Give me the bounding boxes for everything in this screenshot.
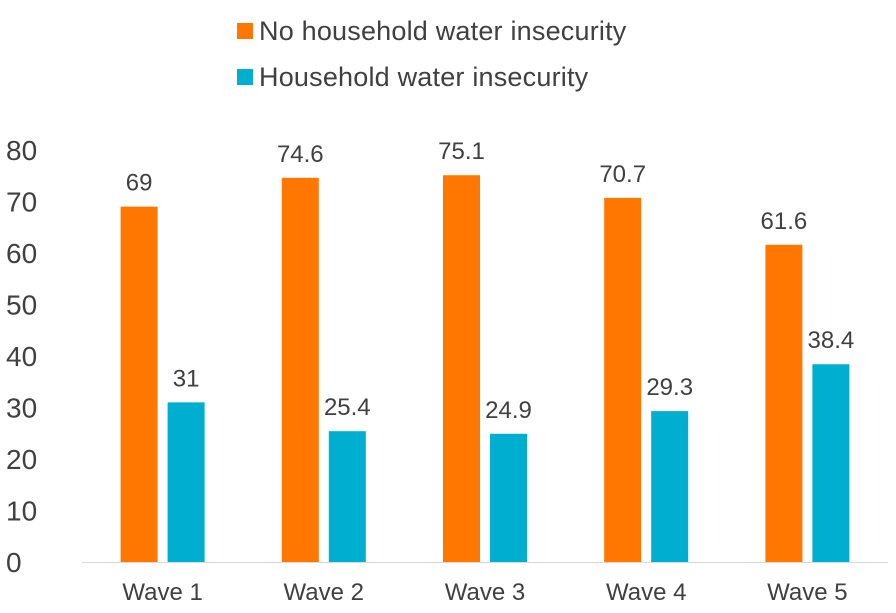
y-tick-label: 30 — [6, 393, 37, 424]
y-tick-label: 40 — [6, 341, 37, 372]
y-tick-label: 80 — [6, 135, 37, 166]
bar-no-insecurity — [765, 244, 803, 562]
legend-swatch-no-insecurity — [237, 23, 253, 39]
data-label: 61.6 — [761, 208, 808, 235]
data-label: 31 — [173, 365, 200, 392]
y-tick-label: 70 — [6, 187, 37, 218]
x-tick-label: Wave 4 — [606, 579, 686, 606]
legend-item-insecurity[interactable]: Household water insecurity — [237, 54, 627, 100]
data-label: 25.4 — [324, 394, 371, 421]
bar-insecurity — [167, 402, 205, 562]
x-tick-label: Wave 2 — [284, 579, 364, 606]
y-tick-label: 20 — [6, 444, 37, 475]
bar-no-insecurity — [443, 175, 480, 563]
x-tick-label: Wave 1 — [122, 579, 202, 606]
bars — [120, 175, 850, 563]
x-tick-label: Wave 5 — [767, 579, 847, 606]
bar-no-insecurity — [604, 197, 642, 562]
bar-insecurity — [812, 364, 850, 562]
y-axis: 0 10 20 30 40 50 60 70 80 — [6, 135, 37, 578]
bar-insecurity — [651, 411, 689, 562]
data-label: 74.6 — [277, 141, 324, 168]
y-tick-label: 60 — [6, 238, 37, 269]
bar-insecurity — [490, 433, 527, 562]
x-tick-label: Wave 3 — [445, 579, 525, 606]
data-label: 70.7 — [599, 161, 646, 188]
legend: No household water insecurity Household … — [237, 8, 627, 100]
legend-label-insecurity: Household water insecurity — [259, 61, 589, 92]
data-label: 75.1 — [438, 138, 485, 165]
data-label: 69 — [126, 170, 153, 197]
legend-item-no-insecurity[interactable]: No household water insecurity — [237, 8, 627, 54]
y-tick-label: 0 — [6, 547, 22, 578]
data-labels: 69 31 74.6 25.4 75.1 24.9 70.7 29.3 61.6 38.4 — [126, 138, 855, 424]
data-label: 38.4 — [808, 327, 855, 354]
y-tick-label: 50 — [6, 290, 37, 321]
bar-insecurity — [328, 431, 366, 562]
legend-label-no-insecurity: No household water insecurity — [259, 15, 627, 46]
data-label: 24.9 — [485, 397, 532, 424]
x-axis: Wave 1 Wave 2 Wave 3 Wave 4 Wave 5 — [122, 579, 847, 606]
bar-no-insecurity — [281, 177, 319, 562]
data-label: 29.3 — [646, 374, 693, 401]
legend-swatch-insecurity — [237, 69, 253, 85]
bar-no-insecurity — [120, 206, 158, 562]
y-tick-label: 10 — [6, 496, 37, 527]
